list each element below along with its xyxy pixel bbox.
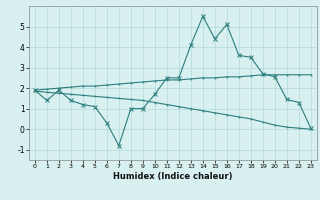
X-axis label: Humidex (Indice chaleur): Humidex (Indice chaleur) [113, 172, 233, 181]
